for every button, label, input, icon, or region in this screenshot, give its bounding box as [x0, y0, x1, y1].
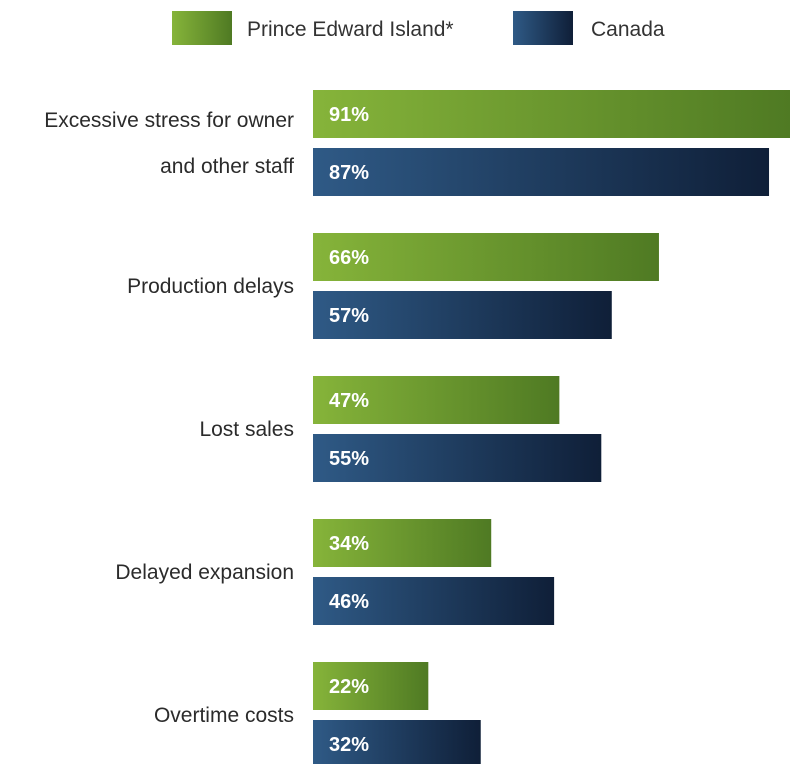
legend-swatch-canada: [513, 11, 573, 45]
bar-pei-0: [313, 90, 790, 138]
bar-value-label-canada-1: 57%: [329, 305, 369, 327]
bar-value-label-canada-2: 55%: [329, 448, 369, 470]
bars: 91% 87% 66% 57% 47% 55% 34% 46% 22% 32%: [313, 90, 790, 764]
legend-label-pei: Prince Edward Island*: [247, 18, 454, 41]
bar-canada-1: [313, 291, 612, 339]
category-label-2-line-0: Lost sales: [199, 418, 294, 441]
legend-label-canada: Canada: [591, 18, 665, 41]
bar-pei-1: [313, 233, 659, 281]
bar-pei-4: [313, 662, 429, 710]
bar-canada-4: [313, 720, 481, 764]
bar-canada-0: [313, 148, 770, 196]
bar-value-label-canada-4: 32%: [329, 734, 369, 756]
legend: Prince Edward Island* Canada: [172, 11, 665, 45]
bar-value-label-canada-3: 46%: [329, 591, 369, 613]
bar-value-label-pei-2: 47%: [329, 390, 369, 412]
category-label-0-line-0: Excessive stress for owner: [44, 109, 294, 132]
bar-pei-3: [313, 519, 492, 567]
category-label-0-line-1: and other staff: [160, 155, 294, 178]
bar-value-label-pei-4: 22%: [329, 676, 369, 698]
legend-swatch-pei: [172, 11, 232, 45]
bar-value-label-pei-1: 66%: [329, 247, 369, 269]
category-label-3-line-0: Delayed expansion: [115, 561, 294, 584]
bar-canada-3: [313, 577, 555, 625]
bar-value-label-pei-0: 91%: [329, 104, 369, 126]
bar-canada-2: [313, 434, 602, 482]
bar-pei-2: [313, 376, 560, 424]
bar-value-label-canada-0: 87%: [329, 162, 369, 184]
category-label-4-line-0: Overtime costs: [154, 704, 294, 727]
bar-value-label-pei-3: 34%: [329, 533, 369, 555]
category-labels: Excessive stress for owner and other staf…: [44, 109, 294, 727]
category-label-1-line-0: Production delays: [127, 275, 294, 298]
